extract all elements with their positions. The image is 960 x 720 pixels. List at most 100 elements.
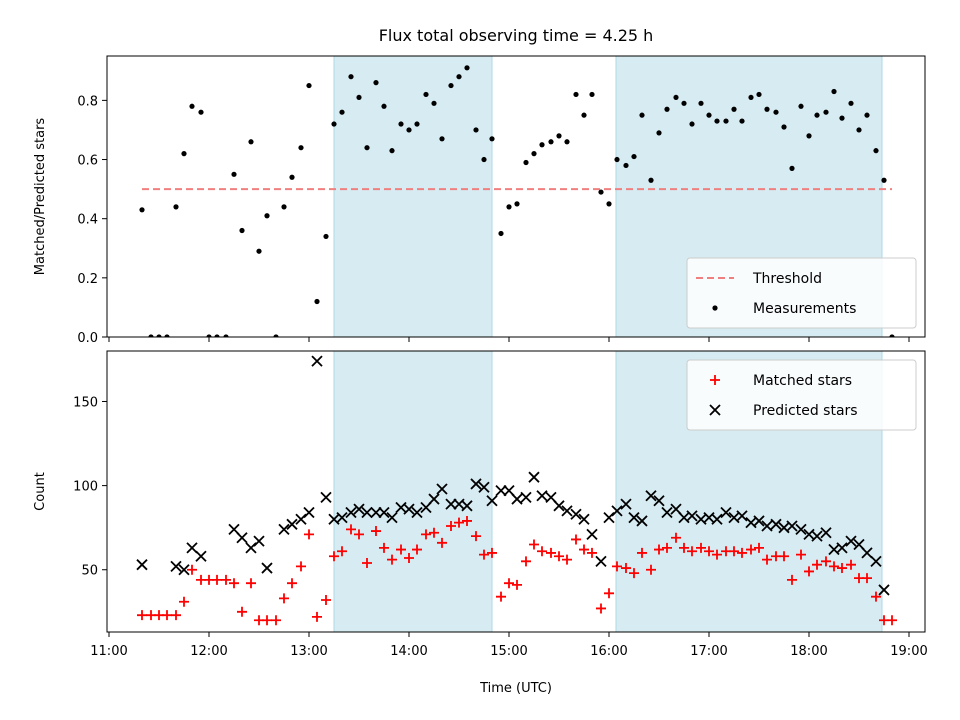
data-point <box>531 151 537 157</box>
data-point <box>845 535 857 547</box>
data-point <box>839 115 845 121</box>
data-point <box>887 615 897 626</box>
data-point <box>329 551 339 562</box>
data-point <box>604 588 614 599</box>
data-point <box>889 334 895 337</box>
data-point <box>561 505 573 517</box>
data-point <box>421 529 431 540</box>
data-point <box>570 508 582 520</box>
legend-label: Matched stars <box>753 373 852 389</box>
data-point <box>596 603 606 614</box>
data-point <box>554 551 564 562</box>
legend-marker <box>710 375 720 385</box>
data-point <box>521 556 531 567</box>
legend-label: Measurements <box>753 301 856 317</box>
data-point <box>470 478 482 490</box>
series-measurements <box>139 65 895 337</box>
data-point <box>429 527 439 538</box>
data-point <box>448 82 454 89</box>
data-point <box>404 552 414 563</box>
data-point <box>546 547 556 558</box>
data-point <box>187 564 197 575</box>
data-point <box>762 554 772 565</box>
data-point <box>423 91 429 98</box>
data-point <box>256 248 262 254</box>
data-point <box>861 547 873 559</box>
data-point <box>529 539 539 550</box>
data-point <box>787 574 797 585</box>
y-axis-label: Count <box>33 472 48 511</box>
legend-marker <box>712 305 718 311</box>
data-point <box>848 100 854 106</box>
data-point <box>873 148 879 154</box>
data-point <box>598 189 604 195</box>
data-point <box>348 74 354 80</box>
data-point <box>687 546 697 557</box>
data-point <box>306 82 312 89</box>
data-point <box>729 546 739 557</box>
data-point <box>628 511 640 524</box>
data-point <box>496 591 506 602</box>
data-point <box>437 537 447 548</box>
data-point <box>881 177 887 183</box>
data-point <box>237 606 247 617</box>
data-point <box>781 124 787 130</box>
axes-frame <box>106 55 926 338</box>
data-point <box>396 544 406 555</box>
data-point <box>206 334 212 337</box>
data-point <box>481 156 487 163</box>
data-point <box>261 562 273 574</box>
data-point <box>753 515 765 527</box>
data-point <box>478 481 490 493</box>
data-point <box>362 558 372 569</box>
data-point <box>281 204 287 210</box>
x-tick-label: 15:00 <box>490 644 527 659</box>
data-point <box>698 100 704 106</box>
data-point <box>653 495 665 507</box>
data-point <box>620 498 632 510</box>
data-point <box>681 100 687 106</box>
data-point <box>520 491 532 504</box>
data-point <box>756 91 762 98</box>
data-point <box>361 506 373 519</box>
data-point <box>323 233 329 240</box>
data-point <box>629 568 639 579</box>
data-point <box>339 109 345 115</box>
data-point <box>796 549 806 560</box>
data-point <box>648 177 654 183</box>
data-point <box>654 544 664 555</box>
data-point <box>770 518 782 530</box>
chart-title: Flux total observing time = 4.25 h <box>379 26 654 45</box>
data-point <box>214 334 220 337</box>
data-point <box>586 528 598 541</box>
data-point <box>696 542 706 553</box>
data-point <box>471 531 481 542</box>
data-point <box>623 162 629 169</box>
data-point <box>761 520 773 532</box>
data-point <box>662 542 672 553</box>
data-point <box>298 145 304 151</box>
series-predicted-stars <box>136 355 890 596</box>
data-point <box>804 566 814 577</box>
observing-window-band <box>333 351 493 632</box>
data-point <box>748 94 754 101</box>
data-point <box>739 118 745 124</box>
data-point <box>806 133 812 139</box>
data-point <box>786 520 798 532</box>
data-point <box>637 547 647 558</box>
data-point <box>320 491 332 504</box>
data-point <box>773 109 779 115</box>
data-point <box>248 139 254 145</box>
data-point <box>181 151 187 157</box>
data-point <box>312 611 322 622</box>
data-point <box>814 112 820 118</box>
data-point <box>704 546 714 557</box>
data-point <box>439 136 445 142</box>
data-point <box>156 334 162 337</box>
data-point <box>736 510 748 522</box>
data-point <box>189 103 195 109</box>
data-point <box>379 542 389 553</box>
data-point <box>711 513 723 525</box>
data-point <box>864 112 870 118</box>
data-point <box>636 515 648 527</box>
